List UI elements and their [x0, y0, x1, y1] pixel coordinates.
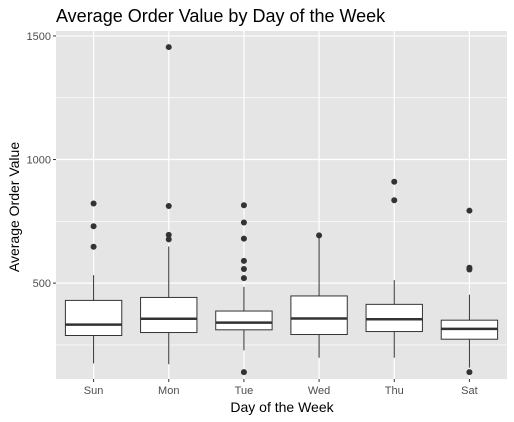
outlier-point [391, 178, 398, 185]
axes: 500 1000 1500 Sun Mon Tue Wed Thu Sat [27, 31, 478, 397]
outlier-point [90, 200, 97, 207]
x-tick-label: Thu [385, 385, 404, 397]
outlier-point [240, 369, 247, 376]
outlier-point [165, 202, 172, 209]
x-tick-label: Wed [308, 385, 330, 397]
outlier-point [90, 243, 97, 250]
box-sat [440, 207, 499, 376]
outlier-point [391, 197, 398, 204]
y-tick-label: 1500 [27, 31, 51, 43]
x-tick-label: Mon [158, 385, 179, 397]
outlier-point [240, 266, 247, 273]
box-iqr [64, 299, 123, 337]
outlier-point [90, 223, 97, 230]
x-tick-label: Sat [461, 385, 478, 397]
outlier-point [240, 219, 247, 226]
outlier-point [466, 207, 473, 214]
x-tick-label: Tue [235, 385, 254, 397]
outlier-point [466, 369, 473, 376]
outlier-point [165, 231, 172, 238]
plot-panel [56, 31, 507, 379]
box-iqr [140, 296, 198, 334]
box-iqr [215, 310, 273, 331]
outlier-point [240, 202, 247, 209]
outlier-point [466, 266, 473, 273]
y-axis-title: Average Order Value [6, 142, 22, 272]
x-tick-label: Sun [84, 385, 104, 397]
boxes [64, 44, 499, 376]
box-wed [290, 232, 348, 358]
outlier-point [240, 275, 247, 282]
outlier-point [316, 232, 323, 239]
outlier-point [165, 236, 172, 243]
box-sun [64, 200, 123, 364]
y-tick-label: 500 [33, 278, 51, 290]
outlier-point [240, 235, 247, 242]
outlier-point [240, 257, 247, 264]
outlier-point [165, 44, 172, 51]
box-iqr [290, 295, 348, 336]
x-axis-title: Day of the Week [230, 399, 334, 415]
box-tue [215, 202, 273, 376]
box-mon [140, 44, 198, 365]
box-thu [365, 178, 423, 358]
y-tick-label: 1000 [27, 155, 51, 167]
chart-title: Average Order Value by Day of the Week [56, 6, 386, 26]
